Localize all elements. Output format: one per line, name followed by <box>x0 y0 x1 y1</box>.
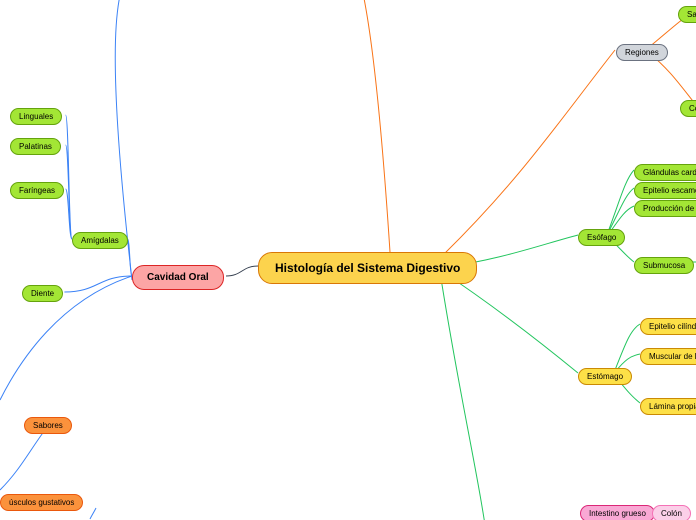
node-lamprop[interactable]: Lámina propia <box>640 398 696 415</box>
node-root[interactable]: Histología del Sistema Digestivo <box>258 252 477 284</box>
node-regiones[interactable]: Regiones <box>616 44 668 61</box>
node-submuc[interactable]: Submucosa <box>634 257 694 274</box>
node-saliva[interactable]: Saliva <box>678 6 696 23</box>
node-esofago[interactable]: Esófago <box>578 229 625 246</box>
node-cavidad[interactable]: Cavidad Oral <box>132 265 224 290</box>
node-epicil[interactable]: Epitelio cilíndrico si <box>640 318 696 335</box>
node-colon[interactable]: Colón <box>652 505 691 520</box>
node-gcardia[interactable]: Glándulas cardiacas <box>634 164 696 181</box>
node-prodmoco[interactable]: Producción de moco <box>634 200 696 217</box>
node-epiesc[interactable]: Epitelio escamoso no <box>634 182 696 199</box>
node-palatinas[interactable]: Palatinas <box>10 138 61 155</box>
node-muscmuc[interactable]: Muscular de la muc <box>640 348 696 365</box>
node-linguales[interactable]: Linguales <box>10 108 62 125</box>
node-estomago[interactable]: Estómago <box>578 368 632 385</box>
node-intgrueso[interactable]: Intestino grueso <box>580 505 655 520</box>
node-conduc[interactable]: Conduc <box>680 100 696 117</box>
node-faringeas[interactable]: Faríngeas <box>10 182 64 199</box>
node-sabores[interactable]: Sabores <box>24 417 72 434</box>
node-amigdalas[interactable]: Amígdalas <box>72 232 128 249</box>
node-diente[interactable]: Diente <box>22 285 63 302</box>
node-corpusc[interactable]: úsculos gustativos <box>0 494 83 511</box>
